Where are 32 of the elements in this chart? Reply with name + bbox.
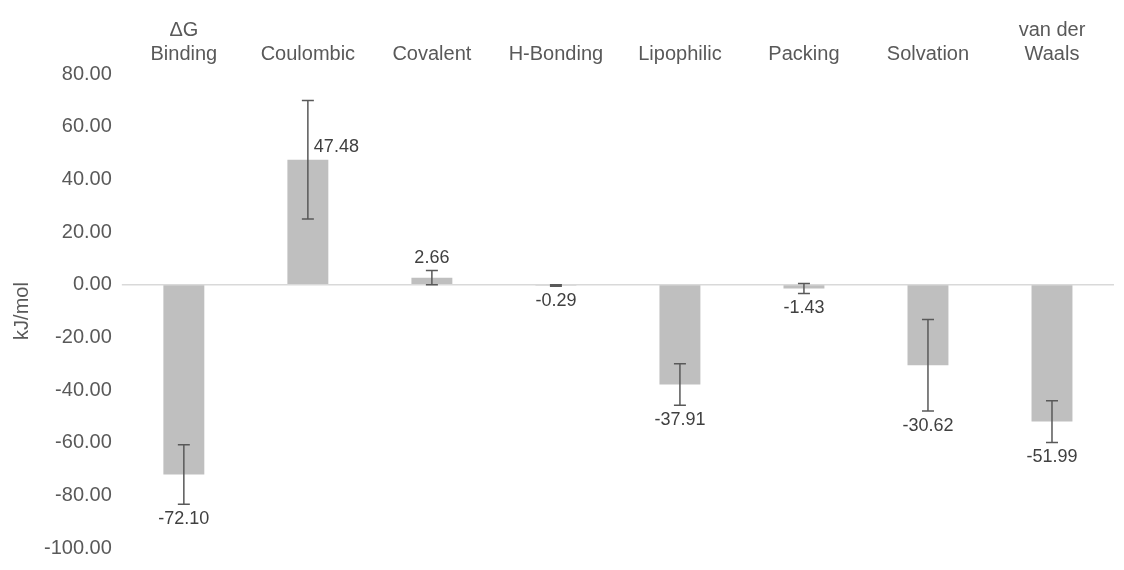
bar [907, 284, 949, 366]
bar [287, 159, 329, 285]
data-label: -72.10 [158, 508, 210, 529]
x-tick-label: van der Waals [1018, 17, 1086, 64]
x-tick-label: Solvation [886, 41, 970, 64]
data-label: -51.99 [1026, 446, 1078, 467]
x-tick-label: ΔG Binding [150, 17, 218, 64]
x-tick-label: Covalent [392, 41, 472, 64]
x-tick-label: Coulombic [260, 41, 356, 64]
y-tick-label: 80.00 [61, 61, 112, 84]
data-label: -1.43 [783, 297, 825, 318]
y-tick-label: 60.00 [61, 114, 112, 137]
y-tick-label: 0.00 [72, 272, 112, 295]
bar [1031, 284, 1073, 422]
data-label: 2.66 [414, 246, 450, 267]
y-axis-title: kJ/mol [9, 282, 32, 340]
bar [163, 284, 205, 475]
y-tick-label: -100.00 [43, 535, 112, 558]
y-tick-label: -80.00 [55, 482, 112, 505]
data-label: -37.91 [654, 409, 706, 430]
bar [659, 284, 701, 385]
x-tick-label: Lipophilic [638, 41, 722, 64]
x-tick-label: H-Bonding [508, 41, 604, 64]
data-label: 47.48 [313, 135, 359, 156]
x-tick-label: Packing [768, 41, 840, 64]
data-label: -0.29 [535, 290, 577, 311]
y-tick-label: -40.00 [55, 377, 112, 400]
y-tick-label: 40.00 [61, 166, 112, 189]
y-tick-label: -60.00 [55, 430, 112, 453]
data-label: -30.62 [902, 415, 954, 436]
y-tick-label: -20.00 [55, 324, 112, 347]
y-tick-label: 20.00 [61, 219, 112, 242]
